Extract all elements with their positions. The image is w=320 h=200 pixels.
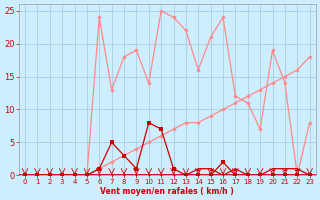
X-axis label: Vent moyen/en rafales ( km/h ): Vent moyen/en rafales ( km/h ): [100, 187, 234, 196]
